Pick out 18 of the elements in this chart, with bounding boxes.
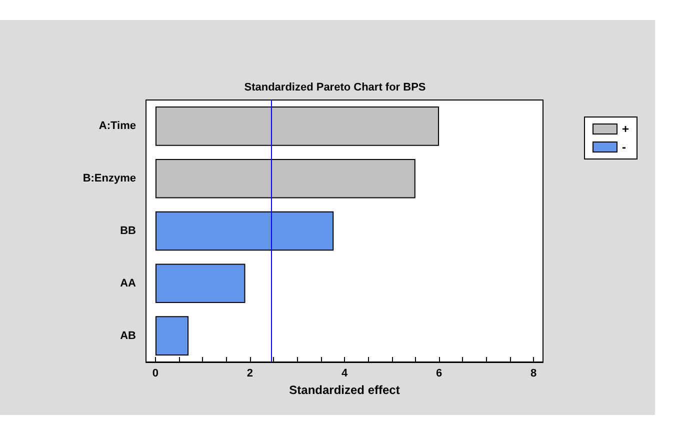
bar: [155, 106, 440, 146]
legend-label: +: [622, 122, 630, 136]
bar: [155, 211, 334, 251]
y-tick-label: BB: [120, 225, 136, 237]
x-tick-label: 2: [246, 368, 254, 380]
legend-label: -: [622, 140, 626, 154]
x-tick-label: 4: [341, 368, 348, 380]
y-tick-label: AA: [120, 277, 136, 290]
bar: [155, 264, 246, 304]
x-tick-label: 0: [152, 368, 159, 380]
y-tick-label: A:Time: [98, 120, 136, 132]
bar: [155, 158, 416, 198]
chart-title: Standardized Pareto Chart for BPS: [244, 82, 426, 94]
y-tick-label: AB: [120, 330, 136, 342]
x-axis-title: Standardized effect: [289, 382, 400, 397]
y-tick-label: B:Enzyme: [82, 172, 136, 185]
x-tick-label: 8: [530, 368, 537, 380]
x-tick-label: 6: [436, 368, 442, 380]
